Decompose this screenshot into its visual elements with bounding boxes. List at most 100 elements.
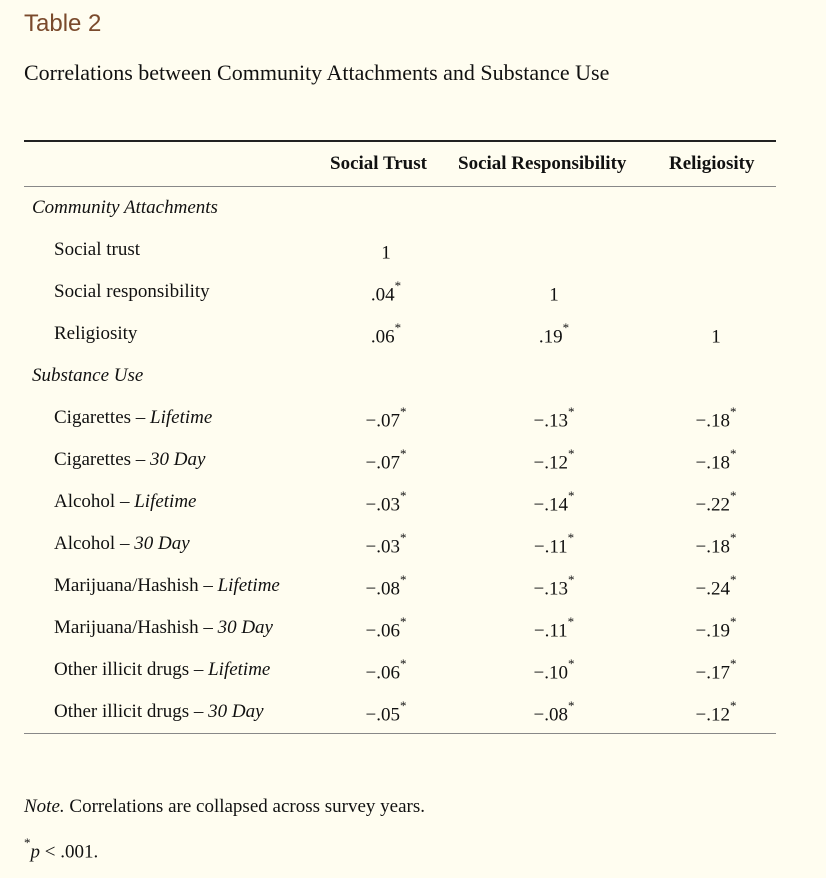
correlation-value: −.11: [533, 620, 568, 642]
correlation-value: −.11: [533, 536, 568, 558]
significance-star: *: [399, 698, 407, 713]
correlation-cell: −.19*: [676, 614, 756, 642]
significance-star: *: [24, 835, 31, 850]
significance-star: *: [567, 656, 575, 671]
correlation-cell: .04*: [346, 278, 426, 306]
significance-star: *: [729, 446, 737, 461]
correlation-value: −.06: [365, 662, 400, 684]
row-label-period: Lifetime: [150, 407, 213, 428]
table-row: Religiosity .06* .19* 1: [24, 313, 776, 355]
significance-star: *: [399, 572, 407, 587]
correlation-cell: .06*: [346, 320, 426, 348]
significance-star: *: [567, 488, 575, 503]
correlation-value: −.18: [695, 410, 730, 432]
section-title: Community Attachments: [32, 197, 218, 218]
column-header-religiosity: Religiosity: [669, 153, 755, 174]
correlation-value: −.18: [695, 452, 730, 474]
correlation-cell: −.13*: [514, 404, 594, 432]
row-label-period: Lifetime: [208, 659, 271, 680]
correlation-value: −.05: [365, 704, 400, 726]
table-row: Social trust 1: [24, 229, 776, 271]
row-label: Other illicit drugs – Lifetime: [54, 659, 270, 681]
table-row: Social responsibility .04* 1: [24, 271, 776, 313]
row-label: Religiosity: [54, 323, 137, 345]
correlation-cell: .19*: [514, 320, 594, 348]
significance-star: *: [729, 698, 737, 713]
correlation-value: 1: [711, 326, 721, 348]
table-row: Alcohol – 30 Day −.03* −.11* −.18*: [24, 523, 776, 565]
correlation-cell: −.11*: [514, 530, 594, 558]
significance-star: *: [399, 446, 407, 461]
significance-star: *: [567, 446, 575, 461]
correlation-cell: −.03*: [346, 530, 426, 558]
correlation-cell: −.03*: [346, 488, 426, 516]
row-label: Cigarettes – 30 Day: [54, 449, 205, 471]
correlation-cell: −.08*: [514, 698, 594, 726]
correlation-cell: 1: [676, 323, 756, 348]
column-header-social-trust: Social Trust: [330, 153, 427, 174]
significance-star: *: [729, 614, 737, 629]
row-label-text: Alcohol –: [54, 491, 135, 512]
significance-note: *p < .001.: [24, 835, 98, 863]
row-label-period: 30 Day: [217, 617, 273, 638]
correlation-cell: −.24*: [676, 572, 756, 600]
correlation-value: −.06: [365, 620, 400, 642]
significance-star: *: [567, 698, 575, 713]
significance-star: *: [729, 530, 737, 545]
row-label-text: Cigarettes –: [54, 449, 151, 470]
row-label-text: Social trust: [54, 239, 141, 260]
row-label-period: 30 Day: [150, 449, 206, 470]
row-label-text: Religiosity: [54, 323, 138, 344]
table-row: Other illicit drugs – 30 Day −.05* −.08* −.…: [24, 691, 776, 733]
correlation-value: −.13: [533, 578, 568, 600]
correlation-value: 1: [381, 242, 391, 264]
table-body: Community Attachments Social trust 1 Social…: [24, 187, 776, 733]
row-label-text: Other illicit drugs –: [54, 701, 209, 722]
correlation-cell: −.12*: [676, 698, 756, 726]
correlation-cell: −.06*: [346, 614, 426, 642]
significance-star: *: [394, 278, 402, 293]
correlation-value: −.03: [365, 494, 400, 516]
table-row: Cigarettes – 30 Day −.07* −.12* −.18*: [24, 439, 776, 481]
significance-star: *: [562, 320, 570, 335]
table-row: Alcohol – Lifetime −.03* −.14* −.22*: [24, 481, 776, 523]
correlation-cell: −.18*: [676, 446, 756, 474]
table-row: Other illicit drugs – Lifetime −.06* −.10*…: [24, 649, 776, 691]
correlation-cell: −.14*: [514, 488, 594, 516]
correlation-value: 1: [549, 284, 559, 306]
correlation-value: −.07: [365, 410, 400, 432]
significance-star: *: [399, 614, 407, 629]
row-label-text: Alcohol –: [54, 533, 135, 554]
correlation-cell: −.11*: [514, 614, 594, 642]
row-label-period: Lifetime: [217, 575, 280, 596]
correlation-value: −.10: [533, 662, 568, 684]
correlation-table: Social Trust Social Responsibility Relig…: [24, 140, 776, 734]
row-label-period: 30 Day: [134, 533, 190, 554]
row-label: Other illicit drugs – 30 Day: [54, 701, 264, 723]
significance-star: *: [567, 614, 575, 629]
correlation-cell: −.05*: [346, 698, 426, 726]
significance-star: *: [399, 656, 407, 671]
row-label: Alcohol – Lifetime: [54, 491, 197, 513]
correlation-value: −.24: [695, 578, 730, 600]
correlation-value: −.12: [695, 704, 730, 726]
row-label-period: 30 Day: [208, 701, 264, 722]
p-symbol: p: [30, 841, 41, 863]
note-prefix: Note.: [24, 796, 65, 817]
section-title: Substance Use: [32, 365, 144, 386]
correlation-value: .04: [370, 284, 395, 306]
correlation-value: −.18: [695, 536, 730, 558]
significance-star: *: [729, 656, 737, 671]
correlation-cell: −.06*: [346, 656, 426, 684]
row-label: Alcohol – 30 Day: [54, 533, 190, 555]
row-label-text: Other illicit drugs –: [54, 659, 209, 680]
correlation-value: .06: [370, 326, 395, 348]
correlation-cell: −.13*: [514, 572, 594, 600]
significance-star: *: [399, 530, 407, 545]
note-text: Correlations are collapsed across survey…: [64, 796, 425, 817]
significance-star: *: [729, 404, 737, 419]
row-label: Cigarettes – Lifetime: [54, 407, 212, 429]
significance-star: *: [567, 572, 575, 587]
significance-star: *: [399, 404, 407, 419]
significance-star: *: [399, 488, 407, 503]
